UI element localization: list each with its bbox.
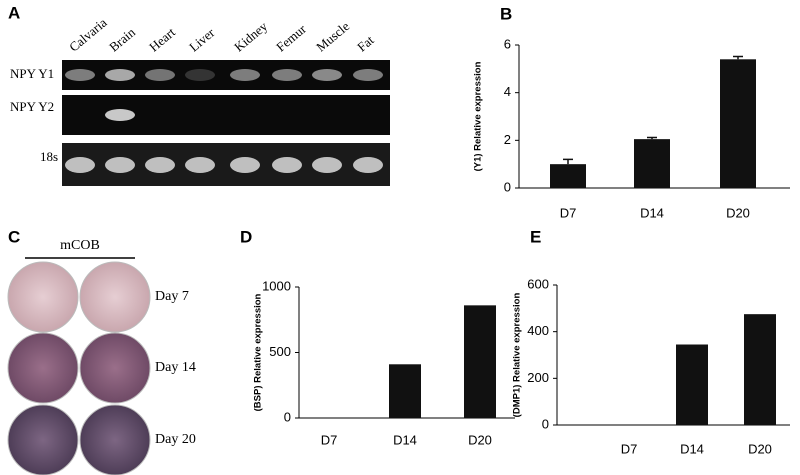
bar [676, 344, 708, 425]
y-tick-label: 6 [504, 36, 511, 51]
day-label: Day 20 [155, 432, 196, 447]
bar [464, 305, 496, 418]
gel-band [312, 157, 342, 173]
gel-band [185, 69, 215, 81]
panel-label: A [8, 3, 20, 22]
lane-label: Heart [146, 24, 178, 54]
lane-label: Fat [354, 32, 377, 54]
gel-band [230, 69, 260, 81]
row-label: 18s [40, 149, 58, 164]
lane-label: Kidney [231, 18, 270, 54]
y-axis-label: (Y1) Relative expression [473, 61, 484, 171]
gel-band [272, 157, 302, 173]
lane-label: Brain [106, 24, 138, 54]
row-label: NPY Y1 [10, 66, 54, 81]
lane-label: Muscle [313, 18, 352, 54]
x-tick-label: D7 [321, 432, 338, 447]
y-axis-label: (DMP1) Relative expression [512, 293, 523, 418]
panel-label: C [8, 227, 20, 246]
error-bar [647, 136, 657, 140]
bar [389, 364, 421, 418]
x-tick-label: D7 [621, 441, 638, 456]
x-tick-label: D20 [748, 441, 772, 456]
bar [744, 314, 776, 425]
gel-band [145, 157, 175, 173]
y-tick-label: 400 [527, 323, 549, 338]
error-bar [733, 55, 743, 60]
culture-well [7, 332, 79, 404]
gel-band [185, 157, 215, 173]
y-tick-label: 4 [504, 84, 511, 99]
culture-well [79, 261, 151, 333]
y-tick-label: 0 [284, 409, 291, 424]
lane-label: Femur [273, 21, 309, 55]
y-tick-label: 0 [542, 416, 549, 431]
x-tick-label: D14 [393, 432, 417, 447]
lane-label: Calvaria [66, 15, 110, 55]
culture-well [7, 404, 79, 475]
x-tick-label: D20 [468, 432, 492, 447]
gel-band [105, 157, 135, 173]
panel-label: B [500, 4, 512, 23]
gel-band [105, 69, 135, 81]
panel-label: D [240, 227, 252, 246]
y-tick-label: 200 [527, 370, 549, 385]
y-tick-label: 600 [527, 276, 549, 291]
gel-band [145, 69, 175, 81]
gel-band [312, 69, 342, 81]
gel-band [353, 69, 383, 81]
y-axis-label: (BSP) Relative expression [253, 293, 264, 411]
x-tick-label: D7 [560, 205, 577, 220]
culture-well [79, 332, 151, 404]
row-label: NPY Y2 [10, 99, 54, 114]
bar [634, 139, 670, 188]
x-tick-label: D20 [726, 205, 750, 220]
x-tick-label: D14 [640, 205, 664, 220]
gel-band [65, 69, 95, 81]
culture-well [79, 404, 151, 475]
gel-band [105, 109, 135, 121]
gel-band [353, 157, 383, 173]
panel-label: E [530, 227, 541, 246]
lane-label: Liver [186, 25, 218, 55]
group-label: mCOB [60, 238, 100, 253]
error-bar [563, 158, 573, 165]
y-tick-label: 1000 [262, 278, 291, 293]
culture-well [7, 261, 79, 333]
y-tick-label: 500 [269, 344, 291, 359]
y-tick-label: 0 [504, 179, 511, 194]
gel-band [65, 157, 95, 173]
day-label: Day 7 [155, 289, 189, 304]
gel-band [272, 69, 302, 81]
x-tick-label: D14 [680, 441, 704, 456]
y-tick-label: 2 [504, 132, 511, 147]
day-label: Day 14 [155, 360, 196, 375]
bar [720, 59, 756, 188]
gel-band [230, 157, 260, 173]
bar [550, 164, 586, 188]
